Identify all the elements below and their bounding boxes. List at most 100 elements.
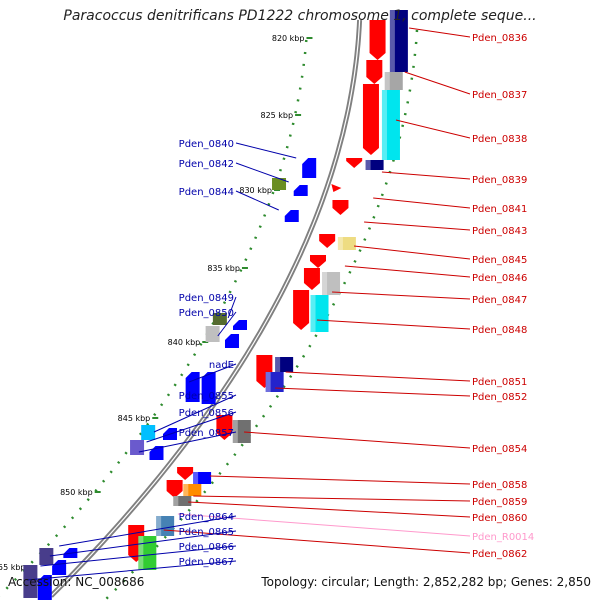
category-block-shade	[183, 484, 189, 496]
leader-line	[227, 296, 237, 319]
forward-gene-glyph	[332, 200, 349, 215]
leader-line	[364, 221, 471, 231]
gene-label-left: Pden_0864	[179, 512, 234, 523]
category-block	[156, 516, 175, 536]
gene-label-right: Pden_0859	[472, 497, 527, 508]
category-block	[381, 90, 400, 160]
leader-line	[243, 431, 471, 449]
map-title: Paracoccus denitrificans PD1222 chromoso…	[63, 8, 537, 24]
category-block-shade	[389, 10, 395, 72]
leader-line	[153, 394, 237, 433]
gene-label-left: Pden_0866	[179, 542, 234, 553]
reverse-gene-glyph	[293, 185, 308, 196]
category-block-shade	[384, 72, 390, 90]
gene-label-left: Pden_0867	[179, 557, 234, 568]
gene-label-left: Pden_0849	[179, 293, 234, 304]
accession-label: Accession: NC_008686	[8, 575, 145, 589]
backbone-arc-highlight	[50, 19, 361, 597]
leader-line	[59, 515, 237, 547]
category-block	[272, 178, 287, 190]
leader-line	[344, 265, 471, 278]
forward-gene-glyph	[319, 234, 336, 248]
category-block	[173, 496, 192, 506]
leader-line	[332, 291, 471, 300]
gene-label-left: Pden_0855	[179, 391, 234, 402]
forward-gene-glyph	[346, 158, 363, 168]
gene-label-right: Pden_0837	[472, 90, 527, 101]
category-block-shade	[381, 90, 387, 160]
category-block-shade	[232, 420, 238, 443]
reverse-gene-glyph	[37, 575, 52, 600]
category-block-shade	[322, 272, 328, 295]
forward-gene-glyph	[303, 268, 320, 290]
leader-line	[285, 371, 471, 382]
reverse-gene-glyph	[284, 210, 299, 222]
gene-label-right: Pden_R0014	[472, 532, 534, 543]
tick-label: 845 kbp	[118, 414, 151, 423]
tick-label: 820 kbp	[272, 34, 305, 43]
reverse-gene-glyph	[233, 320, 248, 330]
category-block-shade	[310, 295, 316, 332]
forward-gene-glyph	[331, 184, 342, 192]
gene-label-left: nadE	[209, 360, 234, 371]
category-block	[205, 326, 220, 342]
category-block-shade	[337, 237, 343, 250]
category-block-shade	[138, 536, 144, 570]
gene-label-left: Pden_0865	[179, 527, 234, 538]
category-block	[232, 420, 251, 443]
leader-line	[138, 431, 237, 453]
gene-label-right: Pden_0854	[472, 444, 527, 455]
gene-label-left: Pden_0850	[179, 308, 234, 319]
gene-label-left: Pden_0844	[179, 187, 234, 198]
category-block	[138, 536, 157, 570]
leader-line	[275, 387, 471, 397]
leader-line	[188, 501, 471, 518]
leader-line	[188, 363, 237, 383]
gene-label-right: Pden_0852	[472, 392, 527, 403]
gene-label-left: Pden_0842	[179, 159, 234, 170]
tick-label: 825 kbp	[260, 111, 293, 120]
category-block	[23, 565, 38, 598]
gene-label-right: Pden_0860	[472, 513, 527, 524]
tick-label: 850 kbp	[60, 488, 93, 497]
leader-line	[49, 530, 237, 557]
gene-label-right: Pden_0851	[472, 377, 527, 388]
category-block-shade	[156, 516, 162, 536]
leader-line	[316, 319, 471, 330]
forward-gene-glyph	[177, 467, 194, 480]
leader-line	[146, 411, 237, 443]
tick-label: 835 kbp	[207, 264, 240, 273]
gene-label-right: Pden_0847	[472, 295, 527, 306]
tick-label: 855 kbp	[0, 563, 25, 572]
category-block	[365, 160, 384, 170]
leader-line	[235, 190, 279, 211]
gene-label-right: Pden_0843	[472, 226, 527, 237]
gene-label-left: Pden_0857	[179, 428, 234, 439]
leader-line	[395, 119, 471, 139]
category-block-shade	[365, 160, 371, 170]
category-block	[389, 10, 408, 72]
category-block	[141, 425, 156, 440]
category-block	[183, 484, 202, 496]
forward-gene-glyph	[293, 290, 310, 330]
forward-gene-glyph	[166, 480, 183, 498]
leader-line	[235, 162, 289, 183]
reverse-gene-glyph	[52, 560, 67, 575]
leader-line	[353, 245, 471, 260]
category-block	[212, 313, 227, 325]
category-block-shade	[173, 496, 179, 506]
gene-label-right: Pden_0839	[472, 175, 527, 186]
gene-label-left: Pden_0840	[179, 139, 234, 150]
category-block	[384, 72, 403, 90]
gene-label-left: Pden_0856	[179, 408, 234, 419]
forward-gene-glyph	[369, 20, 386, 60]
gene-label-right: Pden_0841	[472, 204, 527, 215]
leader-line	[193, 495, 471, 502]
category-block	[130, 440, 145, 455]
category-block	[265, 372, 284, 392]
category-block-shade	[193, 472, 199, 484]
gene-label-right: Pden_0858	[472, 480, 527, 491]
reverse-gene-glyph	[201, 372, 216, 404]
